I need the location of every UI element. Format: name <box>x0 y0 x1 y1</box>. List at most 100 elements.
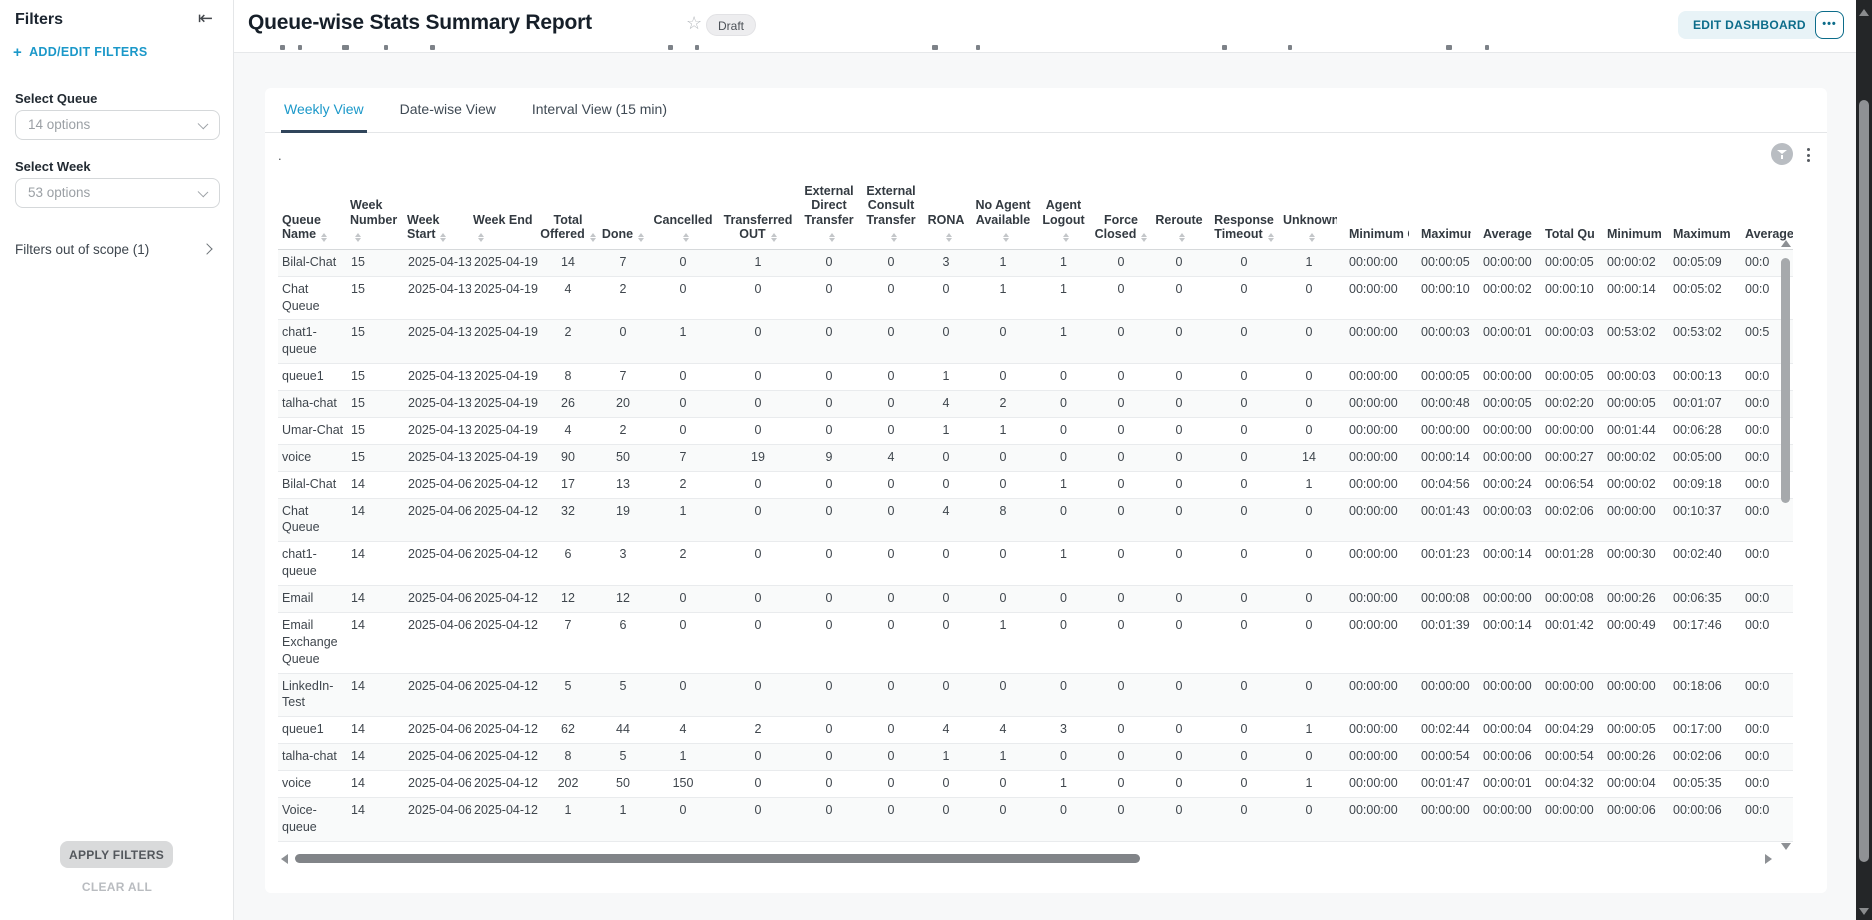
col-header-external-direct-transfer[interactable]: External Direct Transfer <box>798 182 860 250</box>
sort-icon[interactable] <box>321 232 328 242</box>
col-header-average-queue-duration[interactable]: Average Queue Duration <box>1471 182 1533 250</box>
sort-icon[interactable] <box>589 232 596 242</box>
col-header-external-consult-transfer[interactable]: External Consult Transfer <box>860 182 922 250</box>
cell: 2025-04-12 <box>471 716 538 745</box>
cell: 90 <box>538 444 598 472</box>
col-header-maximum-handled-duration[interactable]: Maximum Handled Duration <box>1661 182 1733 250</box>
col-header-queue-name[interactable]: Queue Name <box>278 182 348 250</box>
cell: 0 <box>1151 612 1207 674</box>
col-header-no-agent-available[interactable]: No Agent Available <box>970 182 1036 250</box>
cell: 5 <box>598 673 648 718</box>
cell: 0 <box>1091 276 1151 321</box>
filters-out-of-scope-row[interactable]: Filters out of scope (1) <box>15 242 215 257</box>
sort-icon[interactable] <box>440 232 447 242</box>
cell: 0 <box>1281 319 1337 365</box>
cell: 0 <box>718 319 798 365</box>
vertical-scroll-thumb[interactable] <box>1781 258 1790 503</box>
cell: 0 <box>1091 673 1151 718</box>
col-header-rona[interactable]: RONA <box>922 182 970 250</box>
col-header-response-timeout[interactable]: Response Timeout <box>1207 182 1281 250</box>
col-header-total-queue-duration[interactable]: Total Queue Duration <box>1533 182 1595 250</box>
edit-dashboard-button[interactable]: EDIT DASHBOARD <box>1678 11 1821 39</box>
select-queue-dropdown[interactable]: 14 options <box>15 110 220 140</box>
chevron-right-icon <box>201 243 213 255</box>
col-header-week-number[interactable]: Week Number <box>348 182 405 250</box>
sort-icon[interactable] <box>1141 232 1148 242</box>
sort-icon[interactable] <box>828 232 835 242</box>
add-edit-filters-button[interactable]: + ADD/EDIT FILTERS <box>13 44 148 61</box>
table-horizontal-scrollbar[interactable] <box>281 853 1776 865</box>
cell: 00:04:29 <box>1533 716 1595 745</box>
tab-date-wise-view[interactable]: Date-wise View <box>399 100 496 117</box>
cell: 00:00:00 <box>1337 612 1409 674</box>
cell: 00:00:14 <box>1409 444 1471 472</box>
col-header-force-closed[interactable]: Force Closed <box>1091 182 1151 250</box>
clear-all-button[interactable]: CLEAR ALL <box>81 880 153 894</box>
filters-sidebar: Filters ⇤ + ADD/EDIT FILTERS Select Queue… <box>0 0 234 920</box>
sort-icon[interactable] <box>890 232 897 242</box>
table-filter-icon[interactable] <box>1771 143 1793 165</box>
cell: 00:02:06 <box>1533 498 1595 543</box>
page-scroll-down-icon[interactable] <box>1859 908 1869 915</box>
col-header-cancelled[interactable]: Cancelled <box>648 182 718 250</box>
col-header-reroute[interactable]: Reroute <box>1151 182 1207 250</box>
page-scroll-up-icon[interactable] <box>1859 9 1869 16</box>
cell: 00:06:28 <box>1661 417 1733 445</box>
cell: 00:00:05 <box>1409 249 1471 277</box>
horizontal-scroll-thumb[interactable] <box>295 854 1140 863</box>
scroll-up-arrow-icon[interactable] <box>1781 240 1791 247</box>
sort-icon[interactable] <box>1178 232 1185 242</box>
page-scroll-thumb[interactable] <box>1859 100 1869 862</box>
cell: 0 <box>1151 276 1207 321</box>
sort-icon[interactable] <box>945 232 952 242</box>
cell: voice <box>278 444 348 472</box>
cell: 14 <box>348 471 405 499</box>
sort-icon[interactable] <box>478 232 484 242</box>
cell: 0 <box>922 319 970 365</box>
cell: 0 <box>1091 444 1151 472</box>
more-options-button[interactable]: ••• <box>1815 11 1844 39</box>
tab-weekly-view[interactable]: Weekly View <box>281 88 367 133</box>
col-header-week-end[interactable]: Week End <box>471 182 538 250</box>
sort-icon[interactable] <box>1063 232 1069 242</box>
cell: 0 <box>1091 249 1151 277</box>
col-header-unknown[interactable]: Unknown <box>1281 182 1337 250</box>
tab-interval-view-15-min[interactable]: Interval View (15 min) <box>531 100 667 117</box>
cell: 0 <box>922 797 970 842</box>
page-scrollbar[interactable] <box>1856 0 1872 920</box>
cell: 0 <box>1151 797 1207 842</box>
sort-icon[interactable] <box>638 232 645 242</box>
sort-icon[interactable] <box>1002 232 1009 242</box>
select-week-dropdown[interactable]: 53 options <box>15 178 220 208</box>
col-header-transferred-out[interactable]: Transferred OUT <box>718 182 798 250</box>
star-favorite-icon[interactable]: ☆ <box>686 13 703 33</box>
col-header-week-start[interactable]: Week Start <box>405 182 471 250</box>
col-header-minimum-handled-duration[interactable]: Minimum Handled Duration <box>1595 182 1661 250</box>
apply-filters-button[interactable]: APPLY FILTERS <box>60 841 173 868</box>
sort-icon[interactable] <box>1308 232 1315 242</box>
scroll-down-arrow-icon[interactable] <box>1781 843 1791 850</box>
cell: 1 <box>1281 770 1337 798</box>
collapse-sidebar-icon[interactable]: ⇤ <box>197 8 213 28</box>
cell: 2025-04-19 <box>471 363 538 391</box>
cell: 0 <box>860 770 922 798</box>
col-header-done[interactable]: Done <box>598 182 648 250</box>
cell: Umar-Chat <box>278 417 348 445</box>
cell: 0 <box>860 716 922 745</box>
cell: 0 <box>1207 444 1281 472</box>
col-header-average-handled-duration[interactable]: Average Handled Duration <box>1733 182 1793 250</box>
table-vertical-scrollbar[interactable] <box>1778 240 1794 852</box>
scroll-right-arrow-icon[interactable] <box>1765 854 1772 864</box>
sort-icon[interactable] <box>355 232 361 242</box>
cell: 0 <box>1151 498 1207 543</box>
col-header-maximum-queue-duration[interactable]: Maximum Queue Duration <box>1409 182 1471 250</box>
table-kebab-menu-icon[interactable] <box>1802 144 1814 166</box>
sort-icon[interactable] <box>1267 232 1274 242</box>
col-header-total-offered[interactable]: Total Offered <box>538 182 598 250</box>
sort-icon[interactable] <box>770 232 777 242</box>
sort-icon[interactable] <box>682 232 689 242</box>
scroll-left-arrow-icon[interactable] <box>281 854 288 864</box>
col-header-agent-logout[interactable]: Agent Logout <box>1036 182 1091 250</box>
col-header-minimum-queue-duration[interactable]: Minimum Queue Duration <box>1337 182 1409 250</box>
cell: 00:02:06 <box>1661 743 1733 771</box>
